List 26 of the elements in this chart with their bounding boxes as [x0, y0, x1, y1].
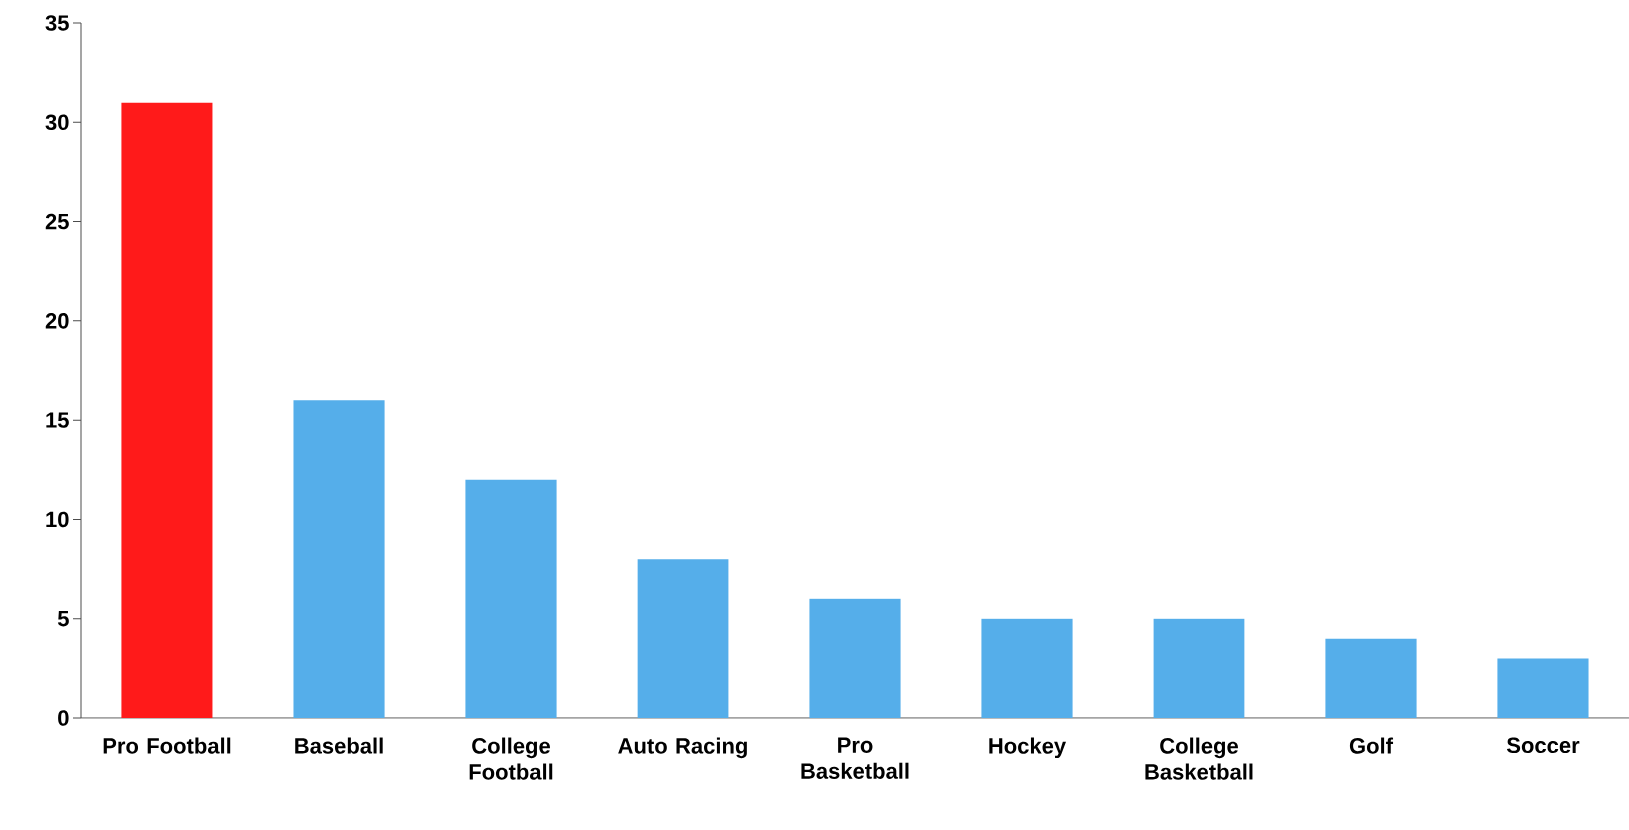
y-tick-label: 35 [45, 15, 69, 31]
bar [809, 598, 901, 718]
y-tick-label: 15 [46, 412, 69, 428]
x-tick-label: Hockey [989, 737, 1067, 759]
bar [293, 400, 385, 718]
x-tick-label: Pro Football [103, 737, 231, 754]
y-tick-label: 30 [45, 114, 69, 131]
bar [1325, 638, 1417, 718]
bar [465, 479, 557, 718]
bar [1153, 618, 1245, 718]
y-tick-label: 20 [45, 313, 69, 329]
x-tick-label: Auto Racing [618, 737, 747, 759]
x-tick-label: Baseball [295, 737, 383, 754]
y-tick-label: 10 [46, 511, 69, 528]
bar [637, 559, 729, 718]
y-tick-label: 25 [45, 213, 69, 230]
y-tick-label: 0 [58, 710, 69, 726]
x-tick-label: Golf [1349, 737, 1394, 754]
bar [981, 618, 1073, 718]
bar [1497, 658, 1589, 718]
bar [121, 102, 213, 718]
y-tick-label: 5 [57, 611, 69, 627]
x-tick-label: Soccer [1506, 737, 1580, 754]
x-tick-label: Pro Basketball [801, 737, 909, 779]
x-tick-label: College Football [469, 737, 553, 780]
x-tick-label: College Basketball [1145, 737, 1253, 780]
